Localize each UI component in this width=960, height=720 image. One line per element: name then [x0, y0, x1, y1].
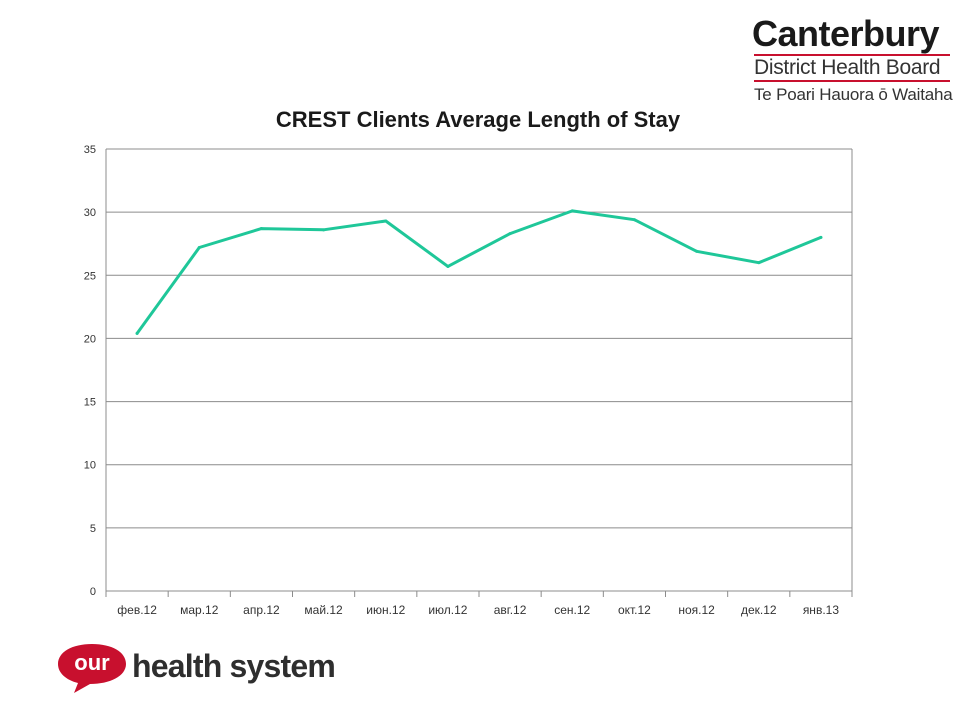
x-tick-label: окт.12: [618, 603, 651, 617]
data-point: [819, 235, 823, 239]
data-point: [632, 218, 636, 222]
data-point: [384, 219, 388, 223]
data-point: [508, 232, 512, 236]
cdhb-logo-maori-name: Te Poari Hauora ō Waitaha: [754, 85, 953, 104]
y-tick-label: 5: [90, 523, 96, 535]
our-health-system-text: health system: [132, 648, 336, 684]
x-tick-label: фев.12: [117, 603, 157, 617]
y-tick-label: 10: [84, 460, 96, 472]
x-tick-label: июл.12: [428, 603, 467, 617]
series-line-0: [135, 209, 823, 335]
cdhb-logo-rule-bottom: [754, 80, 950, 82]
x-tick-label: янв.13: [803, 603, 840, 617]
x-tick-label: мар.12: [180, 603, 219, 617]
x-tick-label: дек.12: [741, 603, 777, 617]
y-tick-label: 0: [90, 586, 96, 598]
data-point: [446, 264, 450, 268]
cdhb-logo-name: Canterbury: [752, 13, 940, 54]
y-tick-label: 20: [84, 333, 96, 345]
y-tick-label: 15: [84, 397, 96, 409]
data-point: [322, 228, 326, 232]
x-tick-label: авг.12: [494, 603, 527, 617]
chart-title: CREST Clients Average Length of Stay: [275, 107, 681, 132]
bubble-text: our: [74, 650, 110, 675]
cdhb-logo: Canterbury District Health Board Te Poar…: [752, 13, 953, 114]
data-point: [135, 331, 139, 335]
x-tick-label: сен.12: [554, 603, 590, 617]
y-tick-label: 30: [84, 207, 96, 219]
our-health-system-logo: our health system: [56, 640, 336, 696]
data-point: [695, 249, 699, 253]
data-point: [197, 246, 201, 250]
speech-bubble-icon: our: [58, 644, 126, 693]
data-point: [757, 261, 761, 265]
y-tick-label: 25: [84, 270, 96, 282]
cdhb-logo-rule-top: [754, 54, 950, 56]
x-tick-label: июн.12: [366, 603, 405, 617]
x-tick-label: май.12: [304, 603, 343, 617]
data-point: [570, 209, 574, 213]
data-point: [259, 227, 263, 231]
x-tick-label: ноя.12: [678, 603, 715, 617]
cdhb-logo-subtitle: District Health Board: [754, 56, 941, 79]
y-tick-label: 35: [84, 144, 96, 156]
x-tick-label: апр.12: [243, 603, 280, 617]
